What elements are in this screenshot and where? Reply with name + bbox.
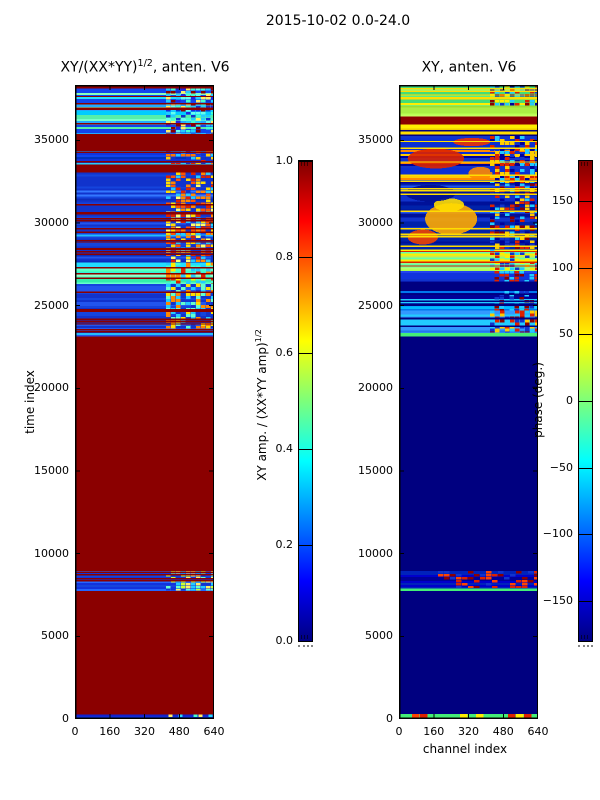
y-tick-label: 30000	[358, 216, 393, 230]
x-tick-label: 160	[99, 725, 121, 738]
channel-index-axis-label: channel index	[422, 742, 508, 756]
amp-panel-title-base: XY/(XX*YY)	[60, 59, 138, 76]
colorbar-tick-label: 0.0	[275, 634, 294, 647]
y-tick-label: 30000	[34, 216, 69, 230]
amp-colorbar	[298, 160, 313, 642]
amp-heatmap	[75, 85, 214, 719]
amp-panel-title: XY/(XX*YY)1/2, anten. V6	[60, 58, 229, 76]
time-index-axis-label: time index	[23, 370, 37, 434]
phase-panel-title-base: XY	[421, 59, 440, 76]
figure-title: 2015-10-02 0.0-24.0	[265, 13, 411, 29]
x-tick-label: 640	[203, 725, 225, 738]
y-tick-label: 15000	[358, 464, 393, 478]
y-tick-label: 0	[386, 712, 393, 725]
phase-colorbar-label: phase (deg.)	[529, 362, 545, 438]
y-tick-label: 0	[62, 712, 69, 725]
phase-panel-title: XY, anten. V6	[422, 58, 517, 76]
y-tick-label: 10000	[358, 546, 393, 560]
colorbar-underline-dots	[298, 645, 313, 647]
x-tick-label: 320	[458, 725, 479, 738]
y-tick-label: 10000	[34, 546, 69, 560]
x-tick-label: 0	[395, 725, 403, 738]
y-tick-label: 5000	[365, 629, 393, 643]
amp-colorbar-label-sup: 1/2	[253, 329, 263, 343]
colorbar-tick-label: 1.0	[275, 154, 294, 167]
phase-colorbar	[578, 160, 593, 642]
colorbar-underline-dots	[578, 645, 593, 647]
amp-panel-title-rest: , anten. V6	[152, 59, 230, 76]
amp-colorbar-label: XY amp. / (XX*YY amp)1/2	[253, 329, 269, 481]
x-tick-label: 480	[168, 725, 190, 738]
y-tick-label: 5000	[41, 629, 69, 643]
x-tick-label: 160	[423, 725, 445, 738]
y-tick-label: 35000	[358, 133, 393, 147]
colorbar-tick-label: 0.8	[275, 250, 294, 263]
x-tick-label: 0	[71, 725, 79, 738]
phase-colorbar-label-base: phase (deg.)	[531, 362, 545, 438]
phase-heatmap	[399, 85, 538, 719]
amp-panel-title-sup: 1/2	[137, 58, 153, 69]
phase-panel-title-rest: , anten. V6	[439, 59, 517, 76]
y-tick-label: 15000	[34, 464, 69, 478]
colorbar-tick-label: 0.2	[275, 538, 294, 551]
y-tick-label: 25000	[358, 298, 393, 312]
y-tick-label: 35000	[34, 133, 69, 147]
amp-colorbar-label-base: XY amp. / (XX*YY amp)	[255, 342, 269, 481]
x-tick-label: 480	[492, 725, 514, 738]
x-tick-label: 320	[134, 725, 155, 738]
x-tick-label: 640	[527, 725, 549, 738]
y-tick-label: 25000	[34, 298, 69, 312]
y-tick-label: 20000	[358, 381, 393, 395]
